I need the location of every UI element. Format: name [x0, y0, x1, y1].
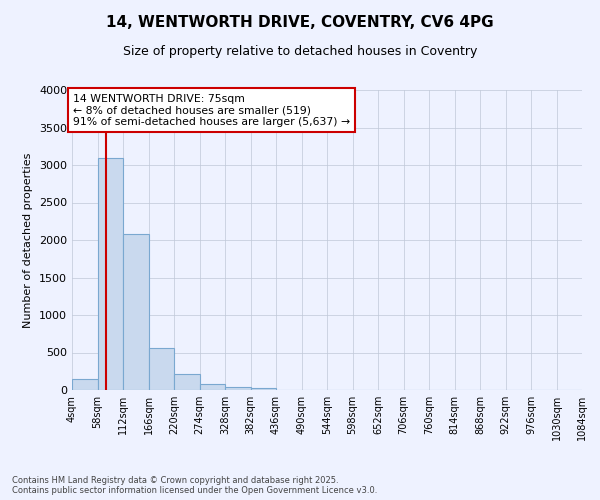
Text: Contains HM Land Registry data © Crown copyright and database right 2025.
Contai: Contains HM Land Registry data © Crown c…: [12, 476, 377, 495]
Bar: [149, 348, 174, 390]
Bar: [200, 384, 225, 390]
Bar: [174, 374, 199, 390]
Text: 14, WENTWORTH DRIVE, COVENTRY, CV6 4PG: 14, WENTWORTH DRIVE, COVENTRY, CV6 4PG: [106, 15, 494, 30]
Bar: [72, 379, 97, 390]
Bar: [97, 158, 123, 390]
Y-axis label: Number of detached properties: Number of detached properties: [23, 152, 34, 328]
Bar: [123, 234, 149, 390]
Bar: [251, 388, 276, 390]
Bar: [225, 388, 251, 390]
Text: 14 WENTWORTH DRIVE: 75sqm
← 8% of detached houses are smaller (519)
91% of semi-: 14 WENTWORTH DRIVE: 75sqm ← 8% of detach…: [73, 94, 350, 127]
Text: Size of property relative to detached houses in Coventry: Size of property relative to detached ho…: [123, 45, 477, 58]
